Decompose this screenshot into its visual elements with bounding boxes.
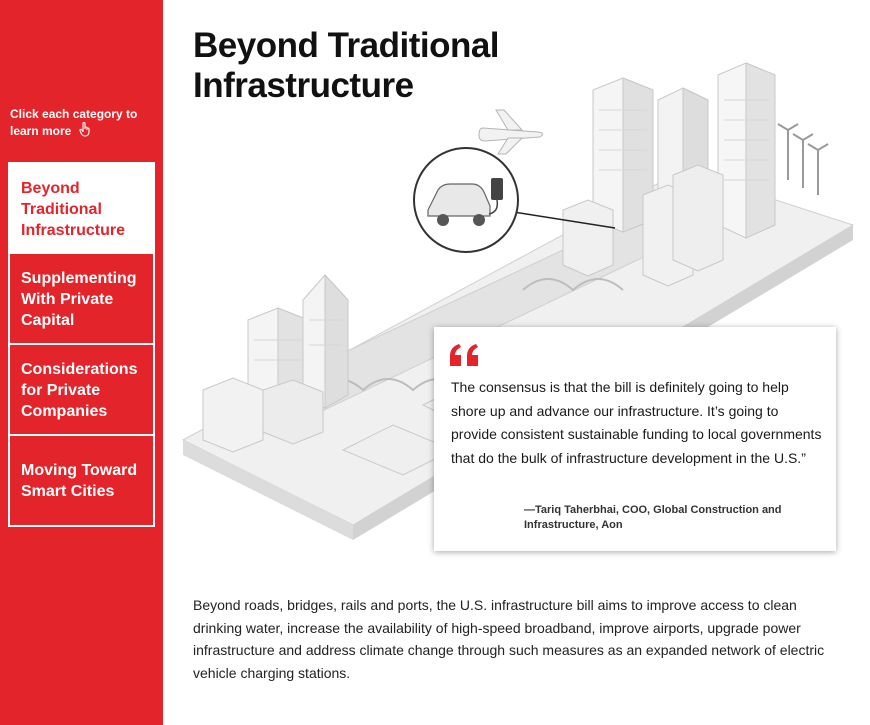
nav-item-supplementing-with-private-capital[interactable]: Supplementing With Private Capital: [8, 253, 155, 344]
nav-item-considerations-for-private-companies[interactable]: Considerations for Private Companies: [8, 344, 155, 435]
body-paragraph: Beyond roads, bridges, rails and ports, …: [193, 597, 825, 681]
nav-item-beyond-traditional-infrastructure[interactable]: Beyond Traditional Infrastructure: [8, 162, 155, 253]
quotation-mark-icon: [450, 344, 478, 366]
page-title: Beyond Traditional Infrastructure: [193, 26, 500, 105]
quote-text: The consensus is that the bill is defini…: [451, 379, 822, 466]
ev-charging-inset: [413, 147, 519, 253]
hint-text: Click each category to learn more: [10, 107, 138, 138]
quote-attribution: —Tariq Taherbhai, COO, Global Constructi…: [524, 504, 782, 531]
sidebar: Click each category to learn more Beyond…: [0, 0, 163, 725]
category-nav: Beyond Traditional Infrastructure Supple…: [8, 162, 155, 527]
instruction-hint: Click each category to learn more: [10, 107, 155, 141]
quote-card: The consensus is that the bill is defini…: [434, 327, 836, 551]
hand-pointer-icon: [79, 121, 91, 141]
nav-item-moving-toward-smart-cities[interactable]: Moving Toward Smart Cities: [8, 435, 155, 527]
